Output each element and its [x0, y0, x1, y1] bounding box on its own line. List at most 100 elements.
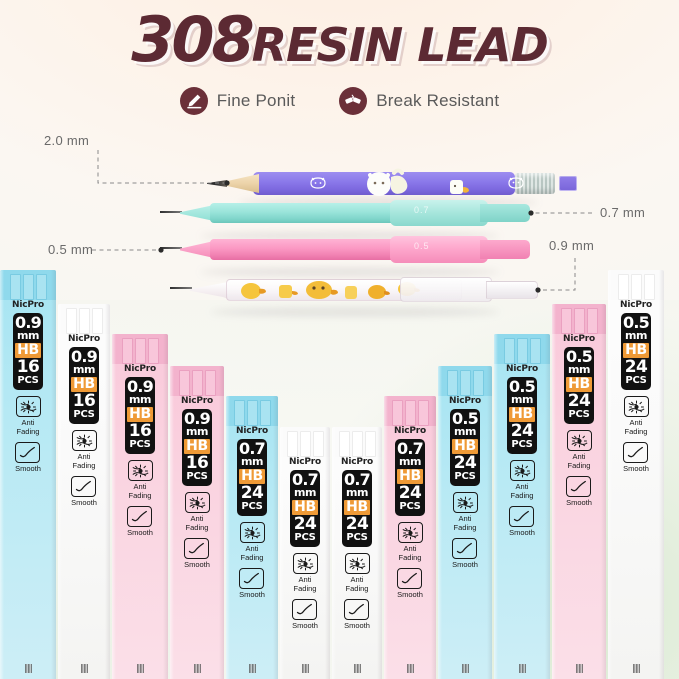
tube-size: 0.9 [184, 409, 211, 428]
tube-spec-block: 0.9 mm HB 16 PCS [69, 347, 99, 424]
lead-tube-8-0.7mm-pink[interactable]: NicPro 0.7 mm HB 24 PCS Anti Fading Smooth [384, 396, 436, 679]
tube-count-unit: PCS [511, 439, 533, 450]
white-cat-figure-icon [367, 168, 408, 196]
tube-cap[interactable] [226, 396, 278, 426]
tube-count-unit: PCS [568, 409, 590, 420]
mint-pencil-grip: 0.7 [390, 200, 488, 226]
tube-cap[interactable] [332, 427, 382, 457]
tube-spec-block: 0.7 mm HB 24 PCS [395, 439, 425, 516]
tube-size: 0.5 [452, 409, 479, 428]
callout-0-9mm: 0.9 mm [549, 238, 595, 253]
anti-fading-icon [292, 553, 318, 574]
tube-cap[interactable] [58, 304, 110, 334]
smooth-badge: Smooth [397, 568, 423, 600]
tube-cap[interactable] [552, 304, 606, 334]
cap-slot [233, 400, 245, 426]
tube-grade: HB [127, 407, 153, 422]
anti-fading-icon [566, 430, 592, 451]
tube-unit: mm [453, 425, 477, 438]
cap-slot [178, 370, 190, 396]
anti-fading-icon [452, 492, 478, 513]
cap-slot [286, 431, 298, 457]
tube-count: 16 [185, 453, 209, 473]
smooth-label: Smooth [344, 621, 370, 630]
feature-badges: Fine Ponit Break Resistant [0, 87, 679, 115]
cap-slot [351, 431, 363, 457]
lead-tube-2-0.9mm-white[interactable]: NicPro 0.9 mm HB 16 PCS Anti Fading Smooth [58, 304, 110, 679]
tube-cap[interactable] [0, 270, 56, 300]
cap-slot [78, 308, 90, 334]
anti-fading-label: Anti Fading [567, 452, 591, 470]
lead-tube-1-0.9mm-blue[interactable]: NicPro 0.9 mm HB 16 PCS Anti Fading Smooth [0, 270, 56, 679]
smooth-icon [452, 538, 478, 559]
lead-tube-10-0.5mm-blue[interactable]: NicPro 0.5 mm HB 24 PCS Anti Fading Smooth [494, 334, 550, 679]
tube-count: 24 [398, 483, 422, 503]
cap-slot [560, 308, 572, 334]
lead-tube-9-0.5mm-blue[interactable]: NicPro 0.5 mm HB 24 PCS Anti Fading Smooth [438, 366, 492, 679]
tube-cap[interactable] [170, 366, 224, 396]
clear-pencil-grip [400, 277, 492, 302]
cap-slot [147, 338, 159, 364]
lead-tube-3-0.9mm-pink[interactable]: NicPro 0.9 mm HB 16 PCS Anti Fading Smooth [112, 334, 168, 679]
tube-count: 24 [293, 514, 317, 534]
smooth-icon [509, 506, 535, 527]
callout-0-7mm: 0.7 mm [600, 205, 646, 220]
tube-count: 24 [345, 514, 369, 534]
tube-cap[interactable] [112, 334, 168, 364]
tube-edge-shading [163, 334, 168, 679]
lead-tube-5-0.7mm-blue[interactable]: NicPro 0.7 mm HB 24 PCS Anti Fading Smooth [226, 396, 278, 679]
cap-slot [364, 431, 376, 457]
tube-cap[interactable] [384, 396, 436, 426]
tube-barcode-mark [461, 664, 469, 673]
tube-brand: NicPro [124, 364, 156, 374]
smooth-icon [15, 442, 41, 463]
tube-cap[interactable] [280, 427, 330, 457]
tube-brand: NicPro [449, 396, 481, 406]
tube-cap[interactable] [608, 270, 664, 300]
smooth-badge: Smooth [566, 476, 592, 508]
bear-sticker-icon-2 [508, 177, 524, 189]
cap-slot [472, 370, 484, 396]
tube-barcode-mark [248, 664, 256, 673]
smooth-badge: Smooth [15, 442, 41, 474]
callout-leader-lines [92, 150, 592, 293]
smooth-label: Smooth [292, 621, 318, 630]
tube-count-unit: PCS [241, 501, 263, 512]
lead-tube-12-0.5mm-white[interactable]: NicPro 0.5 mm HB 24 PCS Anti Fading Smooth [608, 270, 664, 679]
smooth-badge: Smooth [184, 538, 210, 570]
lead-tube-6-0.7mm-white[interactable]: NicPro 0.7 mm HB 24 PCS Anti Fading Smooth [280, 427, 330, 679]
tube-cap[interactable] [438, 366, 492, 396]
tube-grade: HB [397, 469, 423, 484]
smooth-icon [397, 568, 423, 589]
tube-edge-shading [377, 427, 382, 679]
smooth-label: Smooth [509, 528, 535, 537]
tube-unit: mm [293, 486, 317, 499]
tube-spec-block: 0.7 mm HB 24 PCS [342, 470, 372, 547]
tube-brand: NicPro [181, 396, 213, 406]
tube-brand: NicPro [68, 334, 100, 344]
tube-unit: mm [510, 393, 534, 406]
tube-spec-block: 0.5 mm HB 24 PCS [507, 377, 537, 454]
tube-barcode-mark [353, 664, 361, 673]
cap-slot [65, 308, 77, 334]
pink-pencil: 0.5 [158, 236, 538, 263]
cap-slot [516, 338, 528, 364]
mint-pencil-shadow [200, 232, 500, 240]
tube-brand: NicPro [341, 457, 373, 467]
tube-edge-shading [431, 396, 436, 679]
tube-cap[interactable] [494, 334, 550, 364]
anti-fading-icon [184, 492, 210, 513]
header: 308RESIN LEAD Fine Ponit [0, 9, 679, 115]
smooth-badge: Smooth [127, 506, 153, 538]
cap-slot [22, 274, 34, 300]
smooth-label: Smooth [71, 498, 97, 507]
lead-tube-4-0.9mm-pink[interactable]: NicPro 0.9 mm HB 16 PCS Anti Fading Smooth [170, 366, 224, 679]
tube-grade: HB [239, 469, 265, 484]
smooth-icon [127, 506, 153, 527]
cap-slot [312, 431, 324, 457]
clear-pencil-tip [170, 287, 192, 289]
tube-size: 0.5 [509, 377, 536, 396]
lead-tube-7-0.7mm-white[interactable]: NicPro 0.7 mm HB 24 PCS Anti Fading Smooth [332, 427, 382, 679]
smooth-label: Smooth [452, 560, 478, 569]
lead-tube-11-0.5mm-pink[interactable]: NicPro 0.5 mm HB 24 PCS Anti Fading Smooth [552, 304, 606, 679]
